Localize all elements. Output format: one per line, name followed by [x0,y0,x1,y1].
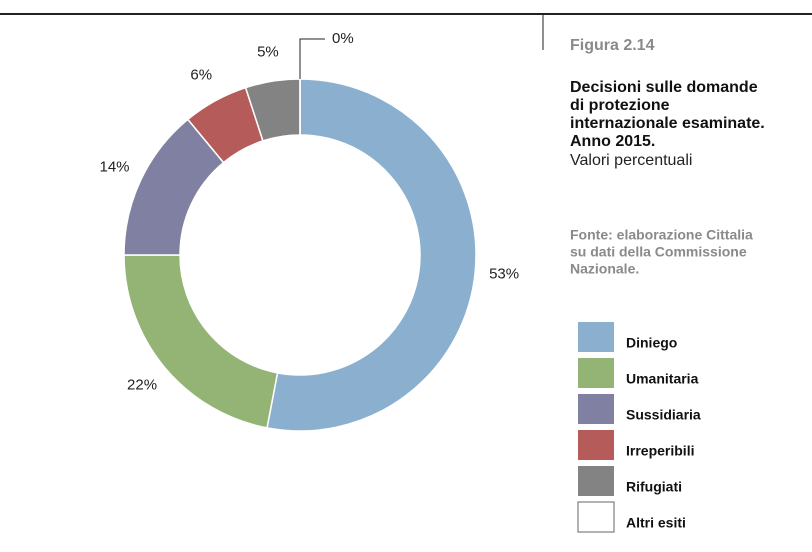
chart-title: Anno 2015. [570,133,655,150]
leader-line [299,38,325,79]
chart-title: di protezione [570,97,670,114]
legend-label: Altri esiti [626,515,686,531]
value-label: 22% [127,377,157,394]
donut-slice [266,78,477,432]
legend-swatch [578,322,614,352]
legend-label: Irreperibili [626,443,694,459]
source: su dati della Commissione [570,244,747,260]
chart-title: Decisioni sulle domande [570,79,758,96]
source: Fonte: elaborazione Cittalia [570,227,753,243]
value-label: 0% [332,30,354,47]
legend-swatch [577,501,615,533]
legend-label: Diniego [626,335,677,351]
value-label: 6% [190,66,212,83]
legend-swatch [578,394,614,424]
legend-label: Rifugiati [626,479,682,495]
source: Nazionale. [570,261,639,277]
value-label: 5% [257,43,279,60]
legend-swatch [578,466,614,496]
subtitle: Valori percentuali [570,152,692,169]
donut-slice [123,254,279,429]
value-label: 14% [99,159,129,176]
chart-title: internazionale esaminate. [570,115,765,132]
legend-label: Sussidiaria [626,407,701,423]
legend-label: Umanitaria [626,371,699,387]
legend-swatch [578,430,614,460]
legend-swatch [578,358,614,388]
figure-label: Figura 2.14 [570,37,655,54]
value-label: 53% [489,265,519,282]
